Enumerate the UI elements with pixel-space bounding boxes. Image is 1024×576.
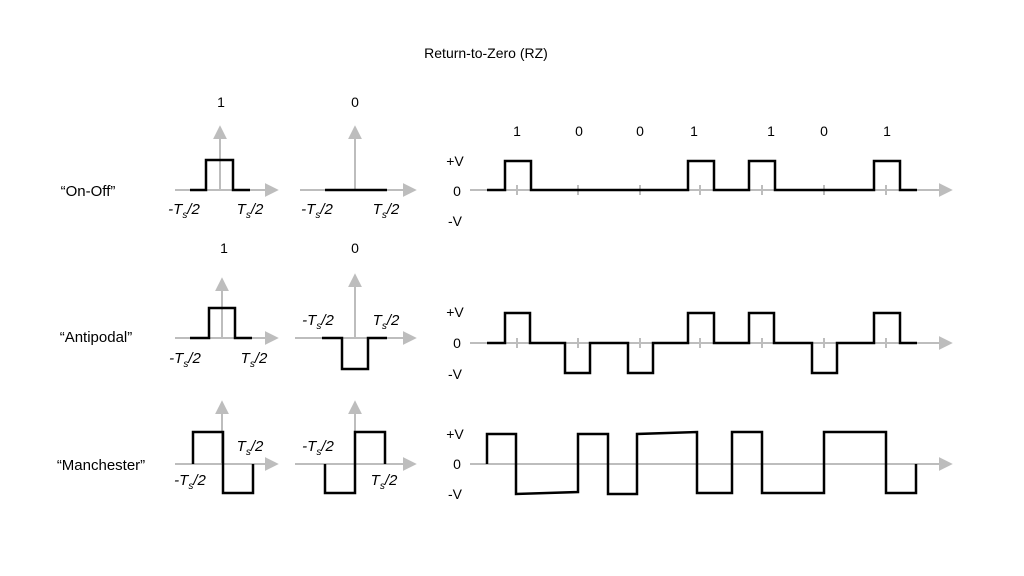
- tick-label: -Ts/2 Ts/2: [302, 312, 400, 332]
- svg-text:Ts/2: Ts/2: [373, 312, 400, 332]
- tick-label: -Ts/2 Ts/2: [302, 438, 398, 492]
- svg-text:-Ts/2: -Ts/2: [174, 472, 206, 492]
- bit-tick-marks: [516, 338, 887, 348]
- sequence-bit-labels: 1 0 0 1 1 0 1: [513, 123, 891, 139]
- antipodal-pulse-zero: [295, 273, 417, 371]
- on-off-pulse-zero: [300, 125, 417, 197]
- level-label-zero: 0: [453, 335, 461, 351]
- tick-label: -Ts/2 Ts/2: [301, 201, 400, 221]
- pulse-bit-label: 1: [217, 94, 225, 110]
- svg-text:Ts/2: Ts/2: [237, 201, 264, 221]
- manchester-pulse-one: [175, 400, 279, 495]
- scheme-label-antipodal: “Antipodal”: [60, 329, 133, 346]
- manchester-pulse-zero: [295, 400, 417, 495]
- sequence-bit-label: 0: [820, 123, 828, 139]
- svg-text:Ts/2: Ts/2: [371, 472, 398, 492]
- level-label-minus: -V: [448, 366, 463, 382]
- sequence-bit-label: 1: [690, 123, 698, 139]
- bit-tick-marks: [516, 185, 887, 195]
- level-label-zero: 0: [453, 456, 461, 472]
- svg-text:-Ts/2: -Ts/2: [301, 201, 333, 221]
- sequence-bit-label: 0: [575, 123, 583, 139]
- svg-text:Ts/2: Ts/2: [237, 438, 264, 458]
- diagram-title: Return-to-Zero (RZ): [424, 45, 548, 61]
- tick-label: -Ts/2 Ts/2: [169, 350, 268, 370]
- antipodal-pulse-one: [175, 277, 279, 345]
- sequence-bit-label: 0: [636, 123, 644, 139]
- level-label-zero: 0: [453, 183, 461, 199]
- svg-text:Ts/2: Ts/2: [373, 201, 400, 221]
- on-off-sequence-waveform: [470, 159, 953, 197]
- antipodal-sequence-waveform: [470, 311, 953, 375]
- manchester-sequence-waveform: [470, 430, 953, 496]
- scheme-label-on-off: “On-Off”: [61, 183, 116, 200]
- scheme-label-manchester: “Manchester”: [57, 457, 145, 474]
- level-label-plus: +V: [446, 153, 464, 169]
- pulse-bit-label: 0: [351, 94, 359, 110]
- sequence-bit-label: 1: [767, 123, 775, 139]
- svg-text:-Ts/2: -Ts/2: [169, 350, 201, 370]
- level-label-plus: +V: [446, 304, 464, 320]
- sequence-bit-label: 1: [513, 123, 521, 139]
- svg-text:-Ts/2: -Ts/2: [168, 201, 200, 221]
- level-label-minus: -V: [448, 213, 463, 229]
- svg-text:-Ts/2: -Ts/2: [302, 438, 334, 458]
- level-label-plus: +V: [446, 426, 464, 442]
- svg-text:-Ts/2: -Ts/2: [302, 312, 334, 332]
- pulse-bit-label: 0: [351, 240, 359, 256]
- tick-label: -Ts/2 Ts/2: [174, 438, 264, 492]
- sequence-bit-label: 1: [883, 123, 891, 139]
- level-label-minus: -V: [448, 486, 463, 502]
- tick-label: -Ts/2 Ts/2: [168, 201, 264, 221]
- svg-text:Ts/2: Ts/2: [241, 350, 268, 370]
- on-off-pulse-one: [175, 125, 279, 197]
- pulse-bit-label: 1: [220, 240, 228, 256]
